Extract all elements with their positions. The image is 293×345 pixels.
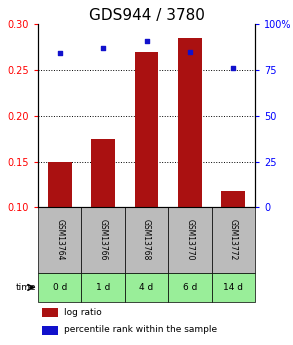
Text: GSM13768: GSM13768 [142,219,151,261]
Point [188,49,192,55]
Bar [38,273,81,302]
Title: GDS944 / 3780: GDS944 / 3780 [88,8,205,23]
Bar [81,207,125,273]
Point [57,51,62,56]
Bar [38,207,81,273]
Text: GSM13772: GSM13772 [229,219,238,261]
Bar [168,207,212,273]
Bar [42,326,58,335]
Bar [81,273,125,302]
Bar [212,273,255,302]
Bar [48,161,72,207]
Bar [91,139,115,207]
Text: 4 d: 4 d [139,283,154,292]
Text: GSM13770: GSM13770 [185,219,194,261]
Bar [125,273,168,302]
Bar [178,38,202,207]
Bar [134,52,159,207]
Bar [212,207,255,273]
Text: 14 d: 14 d [223,283,243,292]
Point [231,65,236,71]
Text: log ratio: log ratio [64,308,102,317]
Point [101,45,105,51]
Point [144,38,149,43]
Text: 1 d: 1 d [96,283,110,292]
Text: time: time [16,283,37,292]
Text: 6 d: 6 d [183,283,197,292]
Bar [125,207,168,273]
Bar [221,191,245,207]
Bar [168,273,212,302]
Text: GSM13764: GSM13764 [55,219,64,261]
Text: 0 d: 0 d [52,283,67,292]
Text: percentile rank within the sample: percentile rank within the sample [64,325,217,334]
Bar [42,308,58,317]
Text: GSM13766: GSM13766 [99,219,108,261]
